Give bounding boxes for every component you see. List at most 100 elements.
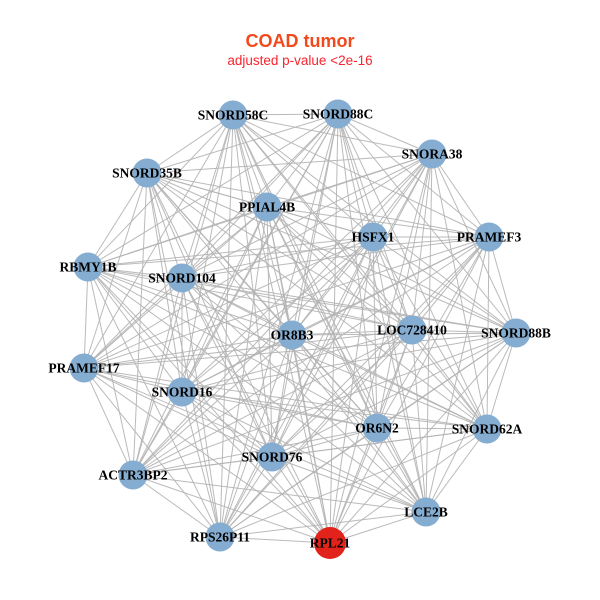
graph-edge — [87, 266, 293, 336]
graph-edge — [266, 206, 413, 331]
node-ACTR3BP2 — [118, 460, 148, 490]
graph-edge — [486, 332, 517, 430]
graph-edge — [181, 332, 517, 393]
node-label-SNORA38: SNORA38 — [402, 147, 463, 162]
graph-edge — [83, 114, 234, 369]
graph-edge — [83, 332, 517, 369]
node-label-OR8B3: OR8B3 — [271, 328, 314, 343]
graph-edge — [271, 334, 293, 458]
graph-edge — [87, 266, 183, 393]
graph-edge — [372, 236, 378, 429]
graph-edge — [329, 332, 517, 544]
graph-edge — [425, 332, 517, 513]
graph-edge — [291, 334, 488, 430]
graph-edge — [87, 266, 413, 331]
graph-edge — [87, 236, 490, 268]
nodes-layer — [69, 99, 531, 559]
graph-edge — [181, 391, 331, 544]
graph-edge — [87, 266, 517, 334]
node-SNORD35B — [132, 158, 162, 188]
graph-edge — [146, 172, 413, 331]
graph-edge — [87, 266, 378, 429]
graph-edge — [232, 114, 268, 208]
graph-edge — [132, 391, 183, 476]
graph-edge — [266, 206, 517, 334]
plot-title: COAD tumor — [245, 31, 355, 51]
graph-edge — [181, 277, 517, 334]
graph-edge — [232, 114, 488, 430]
node-SNORD62A — [472, 414, 502, 444]
graph-edge — [271, 456, 331, 544]
graph-edge — [181, 277, 488, 430]
graph-edge — [232, 114, 273, 458]
graph-edge — [87, 266, 183, 279]
graph-edge — [181, 277, 413, 331]
node-label-RPS26P11: RPS26P11 — [190, 530, 250, 545]
node-RBMY1B — [73, 252, 103, 282]
graph-edge — [291, 236, 374, 336]
node-label-RPL21: RPL21 — [310, 536, 351, 551]
graph-edge — [329, 428, 488, 544]
graph-edge — [181, 391, 378, 429]
graph-edge — [83, 277, 183, 369]
node-label-LOC728410: LOC728410 — [377, 323, 447, 338]
graph-edge — [271, 329, 413, 458]
graph-edge — [181, 114, 234, 393]
graph-edge — [132, 474, 221, 538]
graph-edge — [271, 332, 517, 458]
node-label-PRAMEF17: PRAMEF17 — [48, 361, 119, 376]
graph-edge — [266, 206, 490, 238]
graph-edge — [132, 456, 273, 476]
graph-edge — [329, 236, 490, 544]
node-LCE2B — [411, 497, 441, 527]
graph-edge — [329, 511, 427, 544]
graph-edge — [146, 172, 490, 238]
graph-edge — [146, 113, 339, 174]
graph-edge — [87, 266, 273, 458]
node-RPS26P11 — [205, 522, 235, 552]
graph-edge — [83, 236, 490, 369]
graph-edge — [87, 266, 427, 513]
graph-edge — [411, 236, 490, 331]
node-SNORD88C — [323, 99, 353, 129]
graph-edge — [271, 428, 488, 458]
graph-edge — [87, 114, 234, 268]
labels-layer: SNORD58C SNORD88C SNORA38 SNORD35B PPIAL4B HS… — [48, 107, 551, 551]
graph-edge — [181, 277, 331, 544]
graph-edge — [431, 153, 488, 430]
graph-edge — [181, 277, 273, 458]
graph-edge — [337, 113, 490, 238]
graph-edge — [271, 236, 374, 458]
graph-edge — [372, 153, 433, 238]
graph-edge — [132, 277, 183, 476]
graph-edge — [411, 329, 517, 334]
graph-edge — [232, 114, 490, 238]
graph-edge — [146, 172, 488, 430]
graph-edge — [219, 456, 273, 538]
graph-edge — [132, 153, 433, 476]
graph-edge — [181, 236, 490, 393]
graph-edge — [181, 391, 488, 430]
node-RPL21 — [314, 527, 346, 559]
plot-subtitle: adjusted p-value <2e-16 — [227, 53, 373, 68]
graph-edge — [83, 367, 488, 430]
graph-edge — [219, 236, 490, 538]
graph-edge — [132, 113, 339, 476]
graph-edge — [337, 113, 517, 334]
graph-edge — [337, 113, 433, 155]
graph-edge — [219, 206, 268, 538]
node-label-SNORD16: SNORD16 — [152, 385, 213, 400]
graph-edge — [132, 334, 293, 476]
graph-edge — [181, 277, 221, 538]
graph-edge — [329, 153, 433, 544]
graph-edge — [431, 153, 490, 238]
graph-edge — [181, 391, 273, 458]
graph-edge — [488, 236, 517, 334]
graph-edge — [291, 334, 427, 513]
graph-edge — [83, 367, 221, 538]
graph-edge — [181, 277, 427, 513]
graph-edge — [219, 334, 293, 538]
graph-edge — [266, 206, 273, 458]
node-SNORD58C — [218, 100, 248, 130]
